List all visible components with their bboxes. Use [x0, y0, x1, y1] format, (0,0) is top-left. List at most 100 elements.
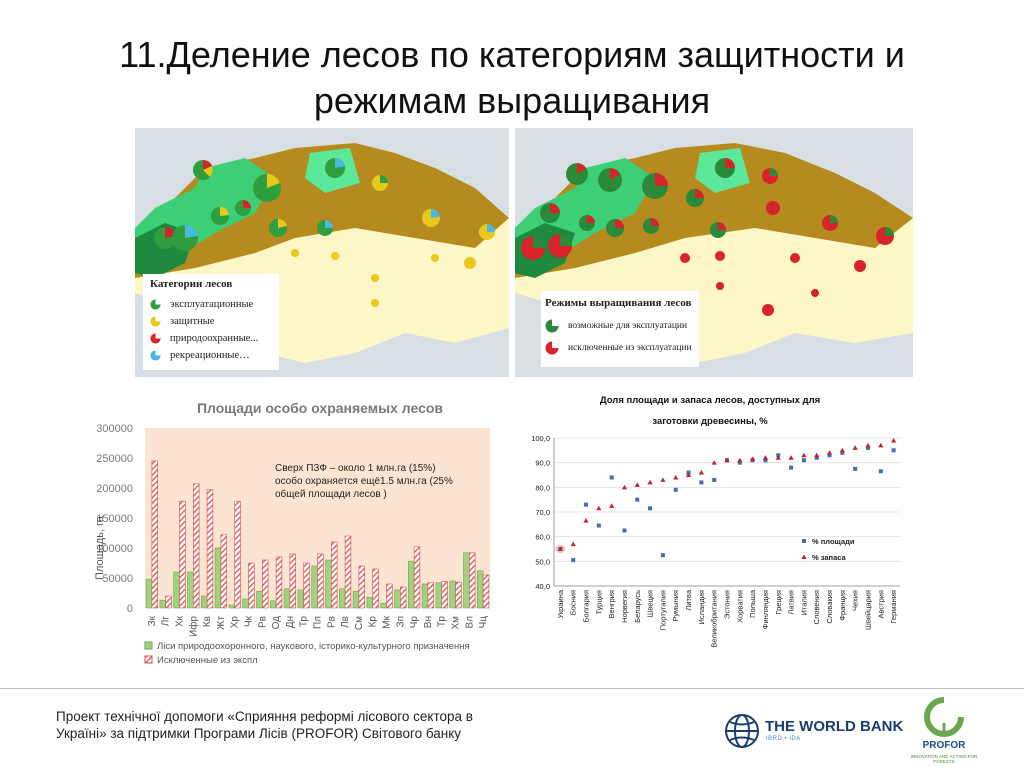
bar-protected [408, 560, 415, 609]
x-tick-label: Вл [464, 616, 475, 629]
bar-excluded [427, 582, 434, 609]
legend-swatch-excluded [144, 655, 153, 664]
point-area [622, 528, 627, 533]
bar-protected [297, 589, 305, 609]
bar-protected [256, 590, 263, 609]
y-tick-label: 70,0 [535, 508, 550, 517]
bar-excluded [386, 583, 393, 609]
y-tick-label: 300000 [96, 423, 133, 435]
x-tick-label: Тр [437, 616, 448, 628]
point-stock [750, 456, 756, 461]
bar-protected [311, 565, 318, 609]
bar-protected [463, 552, 470, 609]
point-stock [570, 541, 576, 547]
point-area [878, 469, 883, 474]
x-tick-label: Чехия [851, 590, 860, 611]
bar-protected [228, 604, 236, 609]
x-tick-label: Хк [175, 615, 186, 627]
point-area [827, 453, 832, 458]
bar-excluded [275, 556, 283, 609]
x-tick-label: Португалия [658, 590, 667, 630]
chart-title-line-2: заготовки древесины, % [652, 416, 768, 427]
x-tick-label: Чр [409, 616, 420, 629]
x-tick-label: Чц [478, 616, 489, 629]
legend-label-protected: Ліси природоохоронного, наукового, істор… [157, 641, 470, 652]
x-tick-label: Хорватия [735, 590, 744, 623]
profor-subtitle: INNOVATION AND ACTION FOR FORESTS [910, 754, 978, 764]
x-tick-label: Греция [774, 590, 783, 615]
bar-protected [283, 588, 291, 609]
bar-excluded [303, 562, 310, 609]
chart-title-line-1: Доля площади и запаса лесов, доступных д… [600, 395, 820, 406]
bar-excluded [468, 552, 476, 609]
bar-excluded [441, 581, 448, 609]
x-tick-label: Словакия [825, 590, 834, 624]
x-tick-label: См [354, 616, 365, 630]
point-stock [609, 503, 615, 508]
bar-protected [366, 596, 373, 609]
legend-item-excluded-exploitation: исключенные из эксплуатации [545, 337, 699, 359]
bar-protected [339, 588, 346, 609]
x-tick-label: Литва [684, 589, 693, 610]
x-tick-label: Украина [556, 589, 565, 618]
x-tick-label: Болгария [582, 590, 591, 622]
point-stock [621, 484, 628, 490]
forest-categories-map: Категории лесов эксплуатационные защитны… [135, 128, 509, 377]
harvest-share-chart: Доля площади и запаса лесов, доступных д… [520, 390, 915, 685]
x-tick-label: Лг [161, 616, 172, 627]
bar-protected [214, 547, 222, 609]
profor-name: PROFOR [922, 740, 966, 751]
bar-excluded [455, 581, 462, 609]
point-area [789, 465, 794, 470]
x-tick-label: Тр [299, 616, 310, 628]
pie-icon [150, 316, 161, 327]
point-area [660, 553, 665, 558]
y-tick-label: 200000 [96, 483, 133, 495]
point-area [584, 502, 589, 507]
bar-excluded [179, 500, 186, 609]
bar-excluded [206, 489, 214, 609]
y-tick-label: 100000 [96, 543, 133, 555]
x-tick-label: Кр [368, 616, 379, 628]
bar-excluded [234, 500, 241, 609]
bar-protected [242, 598, 249, 609]
bar-excluded [262, 559, 269, 609]
y-tick-label: 40,0 [535, 582, 550, 591]
x-tick-label: Зп [395, 616, 406, 627]
point-stock [852, 445, 858, 450]
bar-protected [187, 571, 194, 609]
pie-icon [545, 341, 559, 355]
x-tick-label: Латвия [787, 590, 796, 615]
x-tick-label: Норвегия [620, 590, 629, 623]
point-stock [839, 447, 845, 453]
point-stock [762, 455, 769, 460]
annotation-line: особо охраняется ещё1.5 млн.га (25% [275, 475, 453, 487]
legend-label-area: % площади [812, 537, 855, 546]
legend-item-possible-exploitation: возможные для эксплуатации [545, 315, 699, 337]
point-stock [801, 452, 807, 458]
bar-excluded [165, 595, 172, 609]
point-area [699, 480, 704, 485]
point-stock [685, 472, 692, 477]
x-tick-label: Польша [748, 589, 757, 618]
bar-protected [449, 580, 456, 609]
x-tick-label: Босния [569, 590, 578, 615]
point-stock [814, 452, 820, 458]
y-tick-label: 80,0 [535, 483, 550, 492]
world-bank-logo-icon [725, 714, 759, 748]
bar-excluded [193, 483, 200, 609]
x-tick-label: Ифр [187, 616, 199, 637]
title-line-2: режимам выращивания [313, 80, 711, 121]
x-tick-label: Пл [313, 616, 324, 629]
bar-excluded [289, 553, 296, 609]
legend-marker-area [802, 539, 806, 543]
x-tick-label: Швеция [646, 590, 655, 618]
annotation-line: общей площади лесов ) [275, 488, 387, 500]
x-tick-label: Германия [889, 590, 898, 624]
y-tick-label: 150000 [96, 513, 133, 525]
world-bank-name: THE WORLD BANK [765, 718, 904, 735]
x-tick-label: Эстония [723, 590, 732, 619]
point-stock [865, 442, 871, 448]
y-tick-label: 100,0 [531, 434, 550, 443]
